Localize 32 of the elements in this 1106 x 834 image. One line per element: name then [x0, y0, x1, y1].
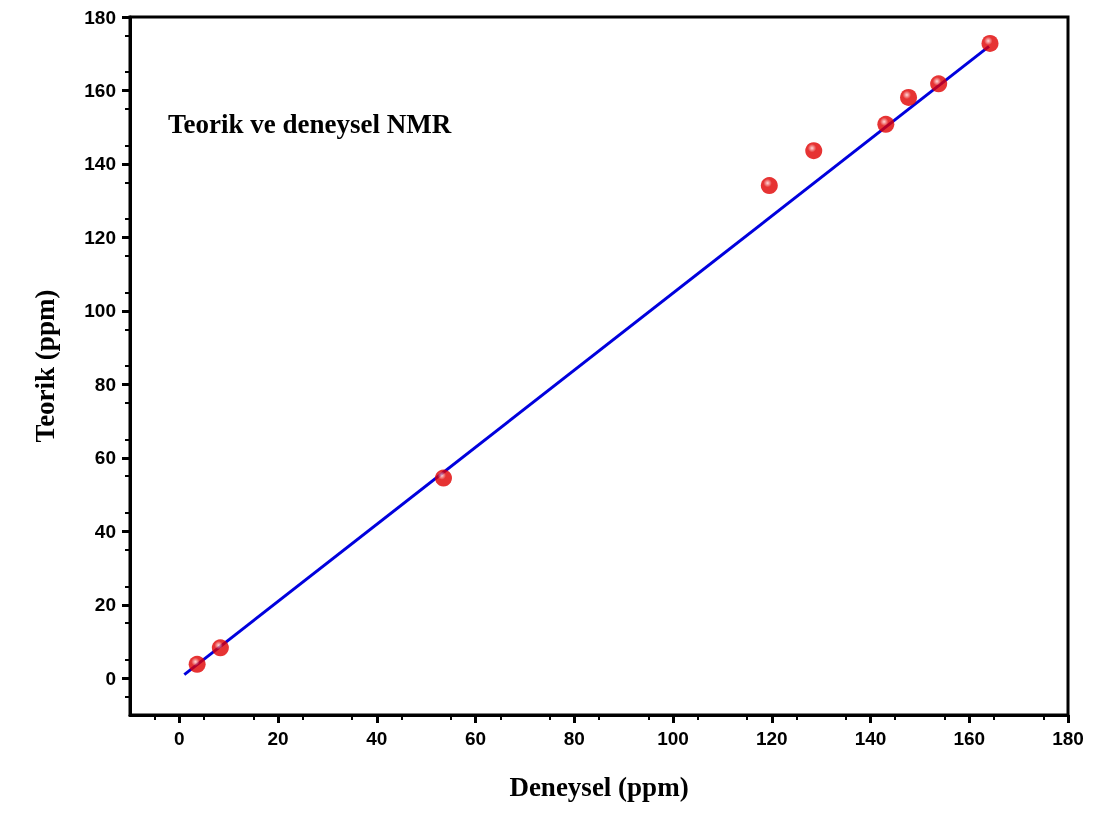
y-tick-label: 100 [84, 300, 116, 322]
y-tick-label: 80 [94, 373, 116, 395]
x-tick-label: 80 [563, 728, 585, 749]
y-axis-title: Teorik (ppm) [29, 289, 60, 443]
point [877, 115, 895, 133]
x-tick-label: 180 [1052, 728, 1084, 749]
y-tick-label: 160 [84, 79, 116, 101]
point [211, 639, 229, 657]
y-tick-label: 120 [84, 226, 116, 248]
point [900, 88, 918, 106]
y-tick-label: 20 [94, 594, 116, 616]
x-axis-title: Deneysel (ppm) [509, 771, 689, 802]
x-tick-label: 0 [174, 728, 185, 749]
x-tick-label: 40 [366, 728, 388, 749]
y-tick-label: 0 [105, 667, 116, 689]
y-tick-label: 140 [84, 153, 116, 175]
y-tick-label: 180 [84, 6, 116, 28]
point [930, 75, 948, 93]
y-tick-label: 40 [94, 520, 116, 542]
point [188, 655, 206, 673]
point [435, 469, 452, 487]
annotation: Teorik ve deneysel NMR [168, 108, 452, 139]
x-tick-label: 60 [465, 728, 487, 749]
x-tick-label: 120 [755, 728, 788, 749]
point [760, 177, 778, 195]
x-tick-label: 20 [267, 728, 289, 749]
point [805, 142, 823, 160]
x-tick-label: 140 [854, 728, 887, 749]
point [981, 34, 999, 52]
y-tick-label: 60 [94, 447, 116, 469]
x-tick-label: 100 [657, 728, 689, 749]
x-tick-label: 160 [953, 728, 986, 749]
